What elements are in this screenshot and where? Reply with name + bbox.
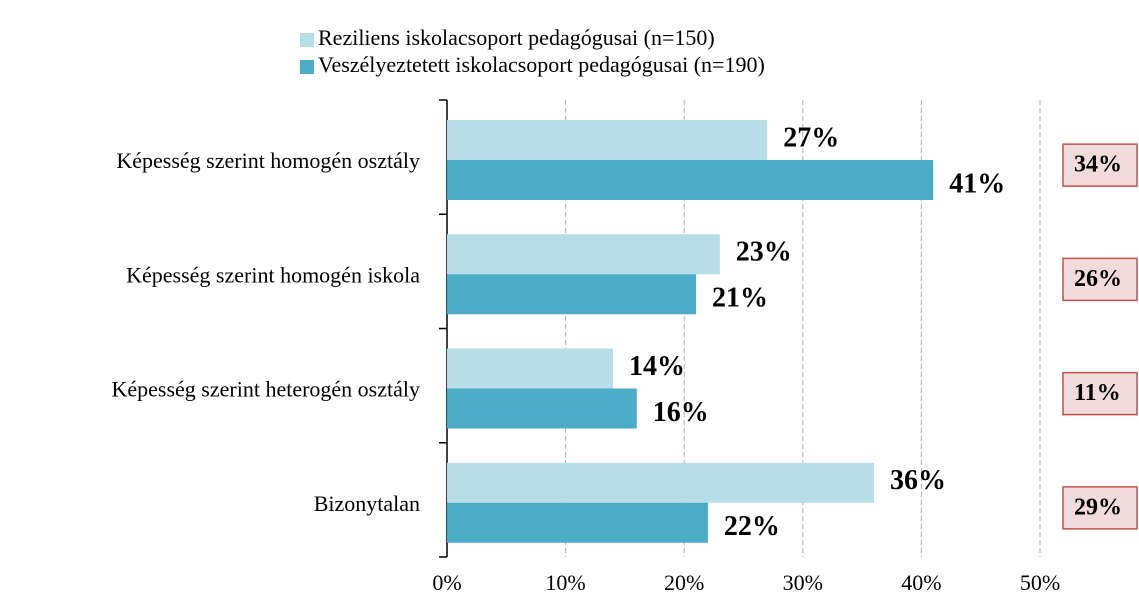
x-tick-label: 0% [432, 570, 461, 595]
x-tick-label: 20% [664, 570, 704, 595]
total-box [1062, 486, 1138, 530]
y-tick-label: Képesség szerint homogén osztály [116, 148, 420, 173]
data-label: 41% [949, 168, 1005, 199]
legend-label: Veszélyeztetett iskolacsoport pedagógusa… [318, 52, 765, 77]
total-box [1062, 257, 1138, 302]
total-label: 29% [1074, 494, 1122, 520]
data-label: 21% [712, 283, 768, 314]
legend-label: Reziliens iskolacsoport pedagógusai (n=1… [318, 25, 715, 50]
legend-swatch [300, 33, 314, 47]
data-label: 14% [629, 351, 685, 382]
data-label: 27% [783, 122, 839, 153]
bar [447, 120, 768, 160]
total-label: 26% [1074, 266, 1122, 292]
total-label: 34% [1074, 152, 1122, 178]
total-box [1062, 143, 1138, 187]
bar [447, 462, 874, 503]
x-tick-label: 50% [1020, 570, 1060, 595]
bar [447, 274, 697, 315]
data-label: 16% [653, 397, 709, 428]
bar [447, 160, 934, 200]
data-label: 22% [724, 511, 780, 542]
y-tick-label: Képesség szerint homogén iskola [126, 262, 420, 287]
total-label: 11% [1074, 380, 1121, 406]
x-tick-label: 30% [783, 570, 823, 595]
legend-swatch [300, 60, 314, 74]
bar [447, 388, 637, 429]
data-label: 23% [736, 237, 792, 268]
x-tick-label: 10% [545, 570, 585, 595]
total-box [1062, 371, 1138, 416]
bar [447, 234, 720, 275]
bar [447, 502, 708, 543]
y-tick-label: Képesség szerint heterogén osztály [112, 377, 421, 402]
x-tick-label: 40% [901, 570, 941, 595]
bar [447, 348, 614, 389]
data-label: 36% [890, 465, 946, 496]
y-tick-label: Bizonytalan [314, 491, 420, 516]
